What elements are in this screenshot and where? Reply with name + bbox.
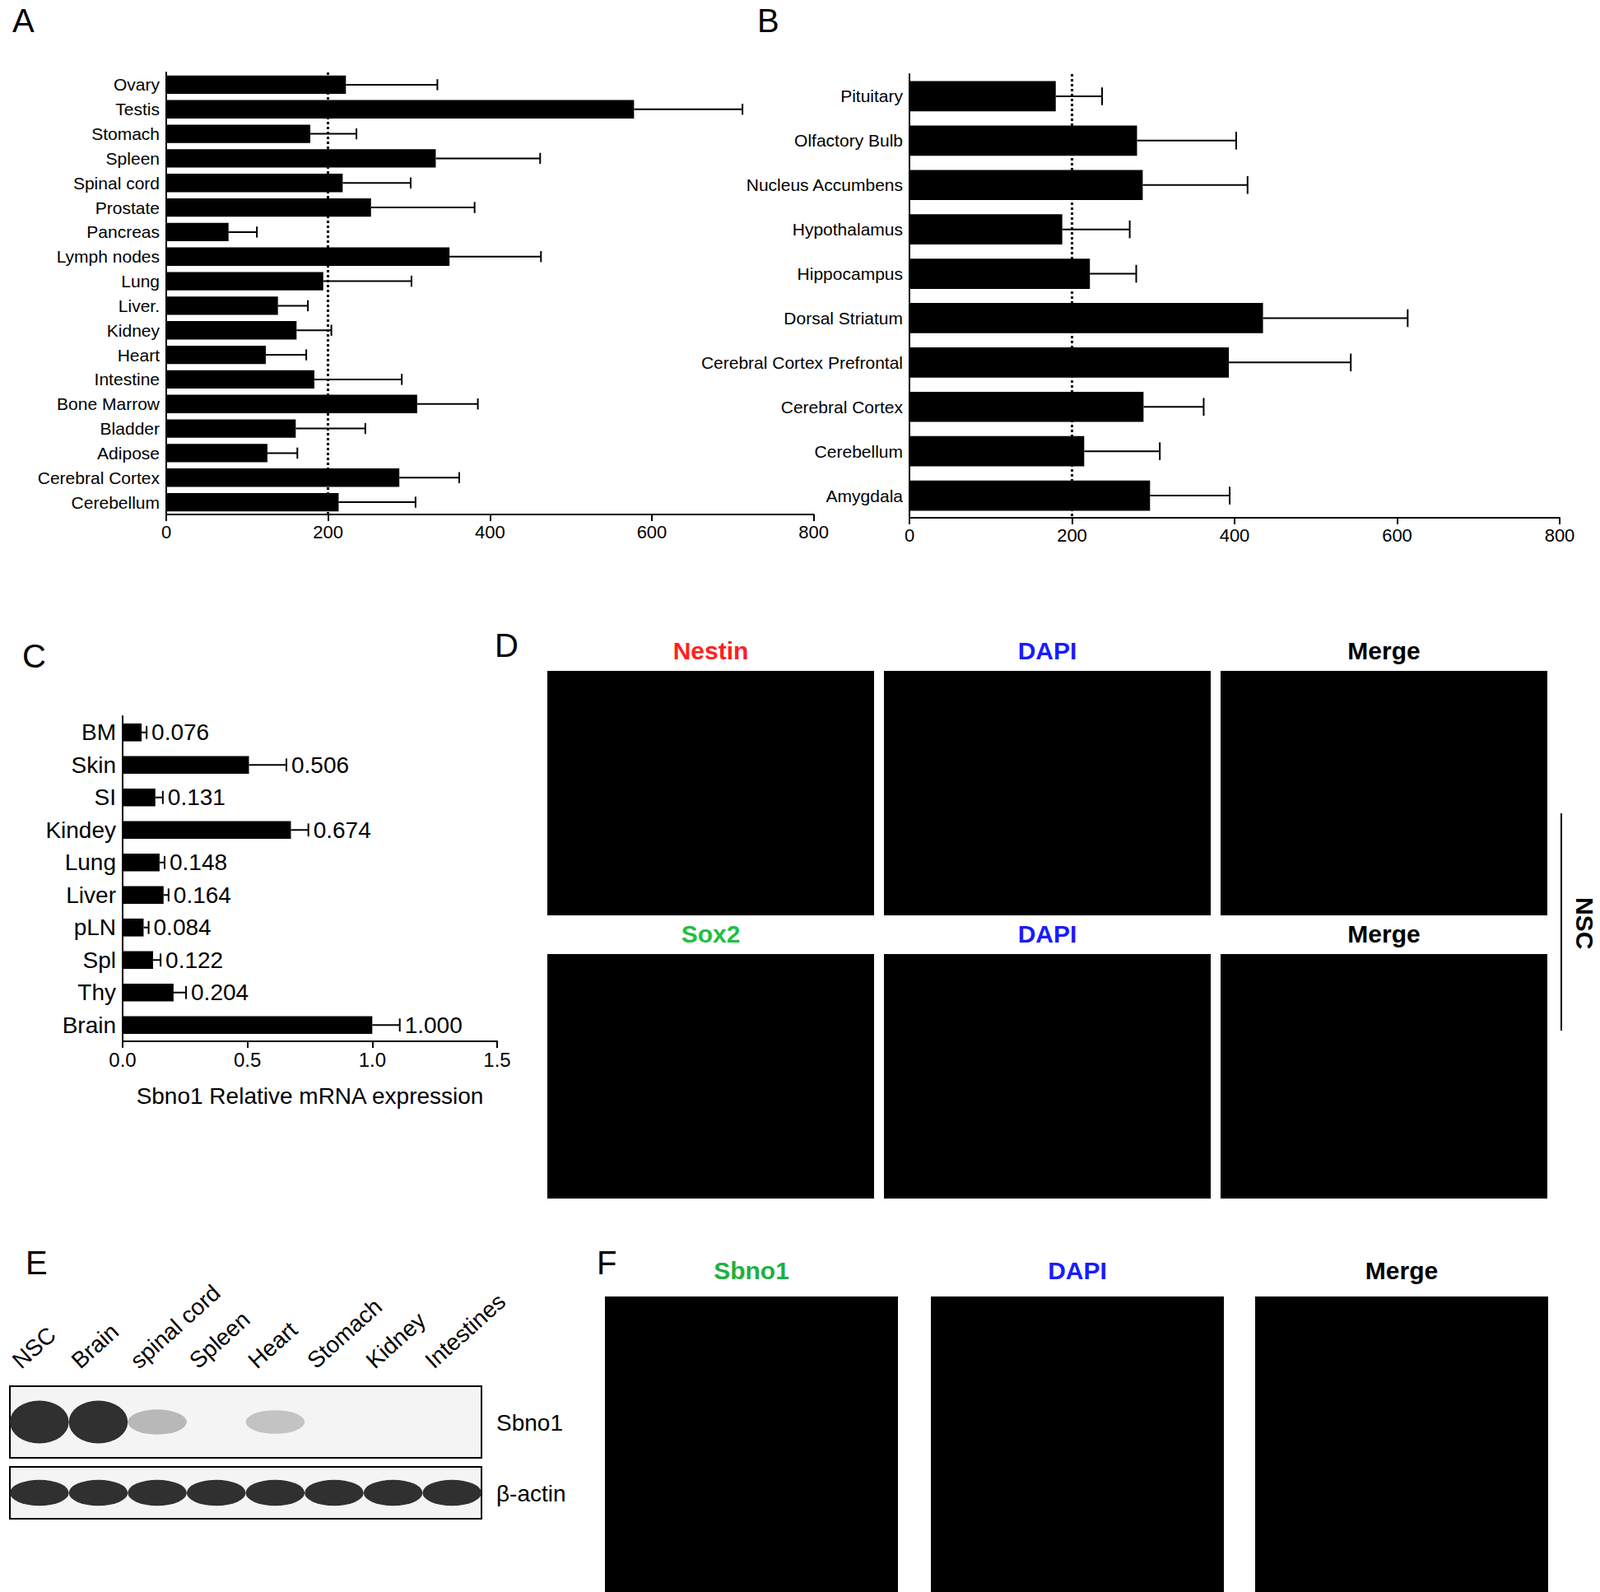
svg-text:Spleen: Spleen <box>106 148 160 168</box>
html-text:Merge: Merge <box>1365 1256 1439 1284</box>
svg-text:Nucleus Accumbens: Nucleus Accumbens <box>746 175 903 195</box>
svg-text:200: 200 <box>312 521 344 543</box>
svg-text:Prostate: Prostate <box>95 198 160 218</box>
svg-text:Lymph nodes: Lymph nodes <box>56 246 160 266</box>
svg-text:Hypothalamus: Hypothalamus <box>792 219 903 239</box>
svg-text:Cerebral Cortex: Cerebral Cortex <box>37 468 161 488</box>
svg-text:Lung: Lung <box>120 271 160 291</box>
svg-text:Bladder: Bladder <box>100 418 160 438</box>
svg-text:Kindey: Kindey <box>45 817 117 843</box>
svg-text:BM: BM <box>81 719 117 745</box>
svg-text:400: 400 <box>474 521 506 543</box>
svg-text:Intestine: Intestine <box>94 369 160 389</box>
svg-text:0.131: 0.131 <box>167 784 226 810</box>
svg-text:Lung: Lung <box>65 849 117 875</box>
svg-text:600: 600 <box>637 521 668 543</box>
svg-text:Heart: Heart <box>243 1316 303 1373</box>
svg-text:Cerebellum: Cerebellum <box>814 441 903 461</box>
svg-text:Adipose: Adipose <box>97 443 160 463</box>
svg-text:Brain: Brain <box>62 1012 117 1038</box>
svg-text:Kidney: Kidney <box>106 320 161 340</box>
svg-text:0.164: 0.164 <box>173 882 232 908</box>
svg-text:0.148: 0.148 <box>169 849 228 875</box>
svg-text:200: 200 <box>1056 525 1088 546</box>
svg-text:0: 0 <box>161 521 172 543</box>
svg-text:0.5: 0.5 <box>233 1048 261 1071</box>
svg-text:Spleen: Spleen <box>184 1306 256 1373</box>
svg-text:Amygdala: Amygdala <box>826 486 904 506</box>
svg-text:Sbno1: Sbno1 <box>496 1409 563 1436</box>
svg-text:pLN: pLN <box>74 914 117 940</box>
svg-text:Ovary: Ovary <box>113 74 161 94</box>
svg-text:0.076: 0.076 <box>151 719 210 745</box>
svg-text:Dorsal Striatum: Dorsal Striatum <box>783 308 903 328</box>
svg-text:1.000: 1.000 <box>404 1012 463 1038</box>
svg-text:Liver: Liver <box>65 882 117 908</box>
svg-text:Testis: Testis <box>115 99 160 119</box>
svg-text:β-actin: β-actin <box>496 1480 567 1507</box>
svg-text:Hippocampus: Hippocampus <box>797 264 903 284</box>
svg-text:0.0: 0.0 <box>108 1048 136 1071</box>
svg-text:Pituitary: Pituitary <box>840 86 903 106</box>
html-text:Sbno1: Sbno1 <box>713 1256 790 1284</box>
svg-text:Cerebral Cortex: Cerebral Cortex <box>781 397 904 417</box>
svg-text:0.506: 0.506 <box>291 752 349 778</box>
svg-text:SI: SI <box>94 784 117 810</box>
html-text:Sox2: Sox2 <box>681 920 741 948</box>
svg-text:spinal cord: spinal cord <box>125 1279 226 1374</box>
svg-text:Stomach: Stomach <box>91 124 160 144</box>
svg-text:Thy: Thy <box>77 979 117 1005</box>
svg-text:0.204: 0.204 <box>190 979 249 1005</box>
html-text:NSC: NSC <box>1571 897 1599 950</box>
svg-text:1.5: 1.5 <box>483 1048 511 1071</box>
svg-text:1.0: 1.0 <box>358 1048 387 1071</box>
svg-text:Pancreas: Pancreas <box>86 222 160 242</box>
svg-text:800: 800 <box>798 521 829 543</box>
svg-text:Skin: Skin <box>71 752 117 778</box>
svg-text:400: 400 <box>1219 525 1251 546</box>
html-text:Merge: Merge <box>1347 637 1421 665</box>
svg-text:Cerebral Cortex Prefrontal: Cerebral Cortex Prefrontal <box>701 353 903 373</box>
svg-text:800: 800 <box>1544 525 1576 546</box>
svg-text:Olfactory Bulb: Olfactory Bulb <box>794 130 903 150</box>
svg-text:Bone Marrow: Bone Marrow <box>56 394 161 414</box>
html-text:DAPI: DAPI <box>1047 1256 1107 1284</box>
html-text:DAPI: DAPI <box>1017 637 1077 665</box>
html-text:D: D <box>494 627 519 664</box>
html-text:F: F <box>596 1244 617 1281</box>
svg-text:B: B <box>757 2 780 39</box>
svg-text:Cerebellum: Cerebellum <box>71 493 160 512</box>
svg-text:A: A <box>12 2 35 39</box>
svg-text:Sbno1 Relative mRNA expression: Sbno1 Relative mRNA expression <box>136 1083 484 1109</box>
svg-text:0.084: 0.084 <box>153 914 212 940</box>
svg-text:0.674: 0.674 <box>313 817 372 843</box>
svg-text:0.122: 0.122 <box>165 947 224 973</box>
svg-text:Liver.: Liver. <box>118 296 160 316</box>
svg-text:NSC: NSC <box>7 1321 61 1374</box>
svg-text:Spinal cord: Spinal cord <box>73 173 160 193</box>
html-text:DAPI: DAPI <box>1017 920 1077 948</box>
html-text:Nestin: Nestin <box>673 637 749 665</box>
svg-text:Brain: Brain <box>66 1318 124 1374</box>
svg-text:Intestines: Intestines <box>419 1288 511 1373</box>
html-text:Merge: Merge <box>1347 920 1421 948</box>
svg-text:Spl: Spl <box>83 947 117 973</box>
html-text:E: E <box>25 1244 48 1281</box>
svg-text:C: C <box>22 637 47 675</box>
svg-text:Heart: Heart <box>117 345 161 365</box>
svg-text:Stomach: Stomach <box>302 1293 387 1374</box>
svg-text:0: 0 <box>904 525 915 546</box>
svg-text:600: 600 <box>1381 525 1413 546</box>
svg-text:Kidney: Kidney <box>361 1306 431 1373</box>
